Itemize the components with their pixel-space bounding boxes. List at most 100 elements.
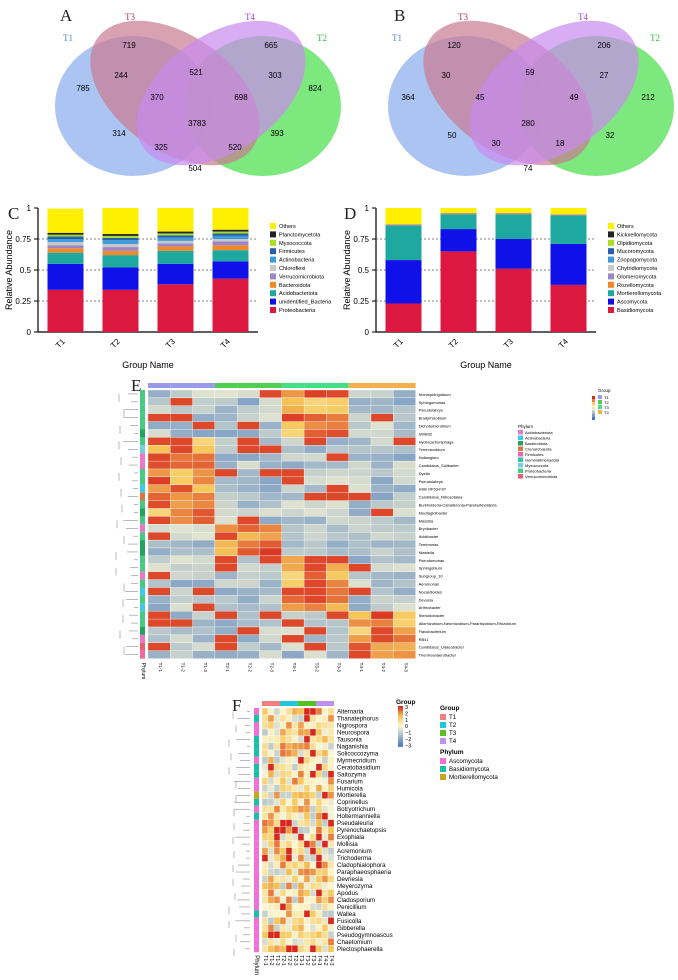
chart-c-bar-unidentified_bacteria-t1 xyxy=(47,263,84,290)
heatmap-e-cell xyxy=(147,484,171,493)
heatmap-f-cell xyxy=(303,917,311,925)
venn-a-label-t2: T2 xyxy=(317,33,327,43)
heatmap-e-cell xyxy=(147,500,171,509)
heatmap-e-cell xyxy=(147,611,171,620)
heatmap-e-cell xyxy=(326,626,349,636)
heatmap-f-cell xyxy=(303,721,311,730)
heatmap-e-cell xyxy=(303,539,327,549)
heatmap-f-cell xyxy=(327,847,335,855)
heatmap-e-cell xyxy=(303,563,327,572)
heatmap-e-cell xyxy=(281,437,305,446)
heatmap-f-scale-cell xyxy=(398,741,403,744)
heatmap-e-cell xyxy=(393,413,416,422)
heatmap-e-cell xyxy=(192,389,216,399)
heatmap-f-cell xyxy=(279,742,287,751)
heatmap-f-cell xyxy=(273,805,281,813)
heatmap-f-col-label: T3-3 xyxy=(310,955,316,966)
venn-a-t3t4t2: 698 xyxy=(234,93,248,102)
heatmap-e-cell xyxy=(170,445,193,454)
heatmap-f-cell xyxy=(315,903,323,911)
heatmap-e-cell xyxy=(303,603,327,612)
venn-a-label-t3: T3 xyxy=(125,12,135,22)
chart-d-legend-label: Kickxellomycota xyxy=(617,232,658,238)
heatmap-f-cell xyxy=(297,798,305,806)
heatmap-f-cell xyxy=(297,840,305,848)
heatmap-e-cell xyxy=(214,634,238,643)
heatmap-e-legend-group-title: Group xyxy=(598,388,611,393)
heatmap-e-cell xyxy=(259,500,282,509)
heatmap-e-cell xyxy=(237,532,260,541)
heatmap-f-cell xyxy=(315,854,323,862)
heatmap-e-cell xyxy=(393,587,416,596)
heatmap-e-cell xyxy=(303,476,327,485)
heatmap-f-cell xyxy=(315,784,323,792)
heatmap-f-cell xyxy=(267,875,275,883)
heatmap-e-cell xyxy=(303,453,327,462)
heatmap-f-group-bar-cell xyxy=(304,701,310,706)
heatmap-f-phylum-bar-cell xyxy=(254,882,259,890)
heatmap-e-cell xyxy=(147,626,171,636)
heatmap-e-col-label: T2-3 xyxy=(270,663,275,673)
heatmap-e-cell xyxy=(170,634,193,643)
heatmap-f-legend-phylum-swatch xyxy=(440,774,446,780)
heatmap-f-cell xyxy=(267,889,275,897)
heatmap-f-cell xyxy=(273,735,281,744)
heatmap-e-cell xyxy=(281,397,305,406)
heatmap-e-cell xyxy=(214,611,238,620)
heatmap-e-scale-cell xyxy=(592,405,595,408)
heatmap-f-cell xyxy=(309,819,317,827)
heatmap-f-cell xyxy=(303,756,311,764)
heatmap-e-cell xyxy=(237,492,260,501)
heatmap-e-col-label: T1-2 xyxy=(180,663,185,673)
heatmap-f-row-label: Nigrospora xyxy=(337,722,368,729)
heatmap-e-phylum-bar-cell xyxy=(140,595,145,604)
heatmap-e-cell xyxy=(326,587,349,596)
chart-c-xtick-label: T1 xyxy=(54,337,67,350)
heatmap-f-cell xyxy=(297,749,305,758)
heatmap-f-row-label: Solicoccozyma xyxy=(337,750,379,757)
heatmap-e-cell xyxy=(370,618,394,628)
heatmap-f-cell xyxy=(267,826,275,834)
heatmap-e-cell xyxy=(326,453,349,462)
heatmap-e-cell xyxy=(393,437,416,446)
heatmap-f-cell xyxy=(309,763,317,771)
heatmap-e-cell xyxy=(259,429,282,438)
heatmap-f-cell xyxy=(279,931,287,939)
heatmap-f-phylum-bar-cell xyxy=(254,721,259,729)
heatmap-f-phylum-bar-cell xyxy=(254,826,259,834)
venn-b-t3t4t2: 49 xyxy=(570,93,579,102)
heatmap-f-cell xyxy=(273,889,281,897)
heatmap-f-scale-cell xyxy=(398,726,403,729)
heatmap-e-cell xyxy=(259,547,282,557)
chart-c-legend-swatch xyxy=(270,231,276,238)
heatmap-f-cell xyxy=(303,819,311,827)
heatmap-e-legend-phylum-title: Phylum xyxy=(518,424,533,429)
heatmap-e-cell xyxy=(303,460,327,470)
heatmap-f-legend-group-label: T3 xyxy=(449,730,457,737)
heatmap-f-cell xyxy=(321,910,329,918)
heatmap-e-cell xyxy=(303,500,327,509)
heatmap-e-cell xyxy=(370,389,394,399)
heatmap-f-cell xyxy=(291,833,299,841)
heatmap-e-cell xyxy=(348,405,372,414)
venn-a-t1t2: 504 xyxy=(188,164,202,173)
heatmap-f-cell xyxy=(321,770,329,778)
heatmap-f-phylum-bar-cell xyxy=(254,812,259,820)
heatmap-e-cell xyxy=(214,445,238,454)
heatmap-f-cell xyxy=(273,854,281,862)
heatmap-f-cell xyxy=(267,910,275,918)
heatmap-f-cell xyxy=(285,791,293,799)
chart-c-bar-actinobacteria-t3 xyxy=(157,237,194,241)
heatmap-e-cell xyxy=(303,571,327,580)
heatmap-e-row-label: Steroidobacter xyxy=(419,613,446,618)
chart-c-legend-label: Bacteroidota xyxy=(279,283,311,289)
heatmap-f-cell xyxy=(303,945,311,953)
heatmap-e-cell xyxy=(147,437,171,446)
heatmap-f-cell xyxy=(279,875,287,883)
heatmap-e-cell xyxy=(237,460,260,470)
heatmap-e-legend-group-label: T1 xyxy=(604,395,609,400)
heatmap-e-phylum-bar-cell xyxy=(140,461,145,469)
heatmap-f-scale-cell xyxy=(398,711,403,713)
heatmap-e-cell xyxy=(259,626,282,636)
heatmap-e-cell xyxy=(303,516,327,525)
